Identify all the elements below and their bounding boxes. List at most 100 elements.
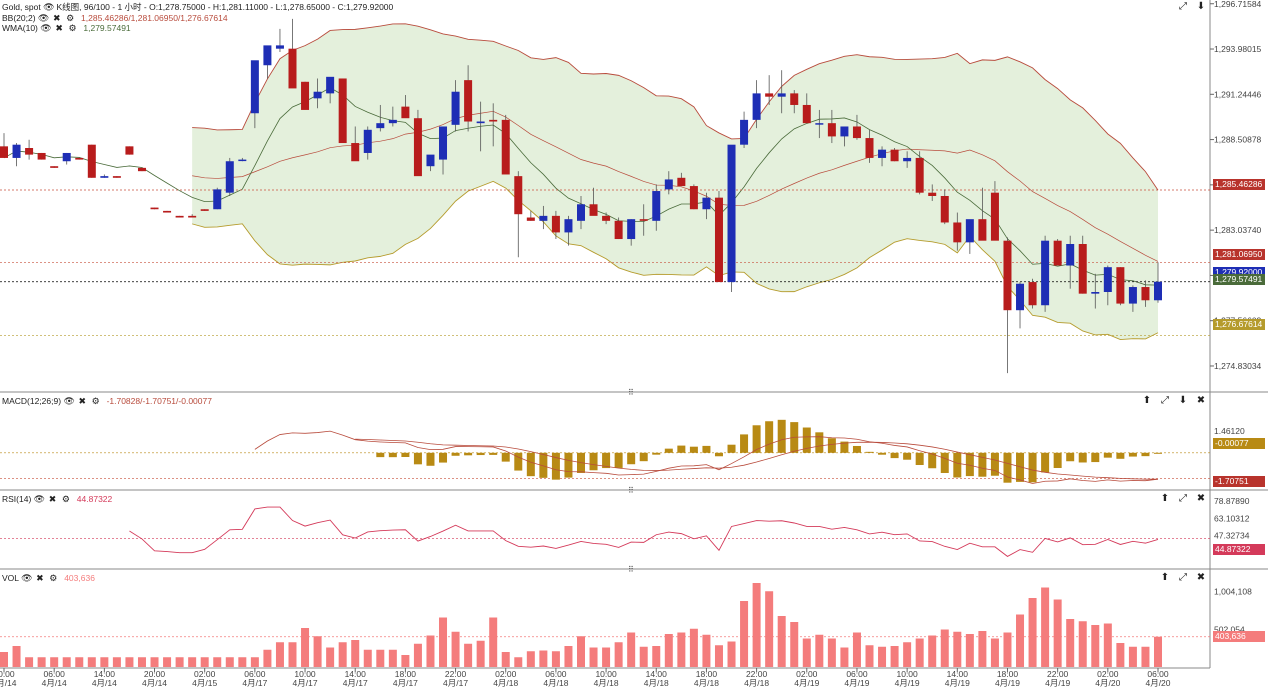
vol-tick-label: 1,004,108 (1214, 587, 1252, 597)
x-tick-date: 4月/19 (1045, 678, 1070, 687)
macd-histogram-bar (903, 452, 912, 460)
expand-icon[interactable]: ⤢ (1179, 572, 1187, 583)
x-tick-time: 22:00 (746, 669, 768, 679)
gear-icon[interactable]: ⚙ (91, 396, 100, 406)
close-icon[interactable]: ✖ (48, 494, 57, 504)
macd-histogram-bar (539, 452, 548, 478)
x-tick-date: 4月/14 (142, 678, 167, 687)
macd-histogram-bar (589, 452, 598, 471)
candle-up (878, 149, 887, 158)
macd-histogram-bar (1078, 452, 1087, 463)
arrow-up-icon[interactable]: ⬆ (1160, 493, 1170, 504)
eye-icon[interactable]: 👁 (37, 13, 50, 23)
volume-bar (213, 657, 222, 667)
macd-histogram-bar (702, 445, 711, 453)
volume-bar (727, 641, 736, 667)
candle-down (852, 126, 861, 139)
x-tick-time: 02:00 (495, 669, 517, 679)
gear-icon[interactable]: ⚙ (61, 494, 70, 504)
candle-up (752, 93, 761, 120)
macd-signal-line (355, 438, 1158, 480)
symbol-name: Gold, spot (2, 2, 41, 12)
eye-icon[interactable]: 👁 (40, 23, 52, 33)
candle-up (627, 219, 636, 240)
volume-bar (677, 632, 686, 667)
candle-up (1016, 283, 1025, 311)
volume-bar (1016, 614, 1025, 667)
x-tick-date: 4月/20 (1095, 678, 1120, 687)
close-icon[interactable]: ✖ (1196, 395, 1206, 406)
volume-bar (777, 616, 786, 667)
expand-icon[interactable]: ⤢ (1179, 1, 1187, 12)
candle-down (639, 219, 648, 221)
volume-bar (689, 628, 698, 667)
candle-down (401, 106, 410, 119)
candle-down (150, 207, 159, 210)
macd-histogram-bar (413, 452, 422, 465)
expand-icon[interactable]: ⤢ (1179, 493, 1187, 504)
y-tick-label: 1,288.50878 (1214, 135, 1262, 145)
candle-down (1141, 287, 1150, 301)
drag-handle-icon[interactable]: ⠿ (628, 388, 634, 397)
volume-bar (1141, 646, 1150, 667)
gear-icon[interactable]: ⚙ (49, 573, 58, 583)
candle-up (702, 197, 711, 210)
arrow-down-icon[interactable]: ⬇ (1178, 395, 1188, 406)
eye-icon[interactable]: 👁 (33, 494, 46, 504)
x-tick-date: 4月/15 (192, 678, 217, 687)
candle-up (777, 93, 786, 97)
arrow-up-icon[interactable]: ⬆ (1160, 572, 1170, 583)
macd-histogram-bar (815, 432, 824, 453)
macd-histogram-bar (426, 452, 435, 466)
eye-icon[interactable]: 👁 (43, 2, 55, 12)
volume-bar (526, 651, 535, 667)
candle-up (965, 219, 974, 243)
volume-bar (740, 601, 749, 667)
rsi-tick-label: 63.10312 (1214, 513, 1250, 523)
macd-histogram-bar (689, 446, 698, 453)
eye-icon[interactable]: 👁 (21, 573, 33, 583)
bb-mid-tag: 1,281.06950 (1213, 249, 1265, 260)
volume-bar (664, 634, 673, 667)
close-icon[interactable]: ✖ (1196, 572, 1206, 583)
candle-down (0, 146, 8, 158)
x-tick-time: 10:00 (294, 669, 316, 679)
close-icon[interactable]: ✖ (36, 573, 44, 583)
gear-icon[interactable]: ⚙ (66, 13, 75, 23)
gear-icon[interactable]: ⚙ (68, 23, 77, 33)
macd-histogram-bar (727, 444, 736, 453)
close-icon[interactable]: ✖ (53, 13, 61, 23)
drag-handle-icon[interactable]: ⠿ (628, 565, 634, 574)
volume-bar (652, 646, 661, 667)
macd-histogram-bar (439, 452, 448, 463)
close-icon[interactable]: ✖ (55, 23, 63, 33)
drag-handle-icon[interactable]: ⠿ (628, 486, 634, 495)
volume-bar (87, 657, 96, 667)
x-tick-time: 20:00 (144, 669, 166, 679)
volume-bar (62, 657, 71, 667)
macd-histogram-bar (940, 452, 949, 473)
eye-icon[interactable]: 👁 (63, 396, 75, 406)
volume-bar (426, 635, 435, 667)
volume-bar (564, 646, 573, 667)
candle-up (1066, 244, 1075, 266)
candle-down (790, 93, 799, 105)
x-tick-time: 06:00 (545, 669, 567, 679)
close-icon[interactable]: ✖ (1196, 493, 1206, 504)
volume-bar (752, 583, 761, 667)
candle-up (225, 161, 234, 193)
candle-down (1028, 282, 1037, 306)
volume-bar (865, 645, 874, 667)
volume-bar (326, 647, 335, 667)
expand-icon[interactable]: ⤢ (1161, 395, 1169, 406)
volume-bar (840, 647, 849, 667)
close-icon[interactable]: ✖ (78, 396, 87, 406)
macd-histogram-bar (401, 452, 410, 457)
candle-up (426, 154, 435, 167)
volume-bar (175, 657, 184, 667)
volume-bar (476, 640, 485, 667)
arrow-down-icon[interactable]: ⬇ (1196, 1, 1206, 12)
x-tick-time: 02:00 (1097, 669, 1119, 679)
arrow-up-icon[interactable]: ⬆ (1142, 395, 1152, 406)
